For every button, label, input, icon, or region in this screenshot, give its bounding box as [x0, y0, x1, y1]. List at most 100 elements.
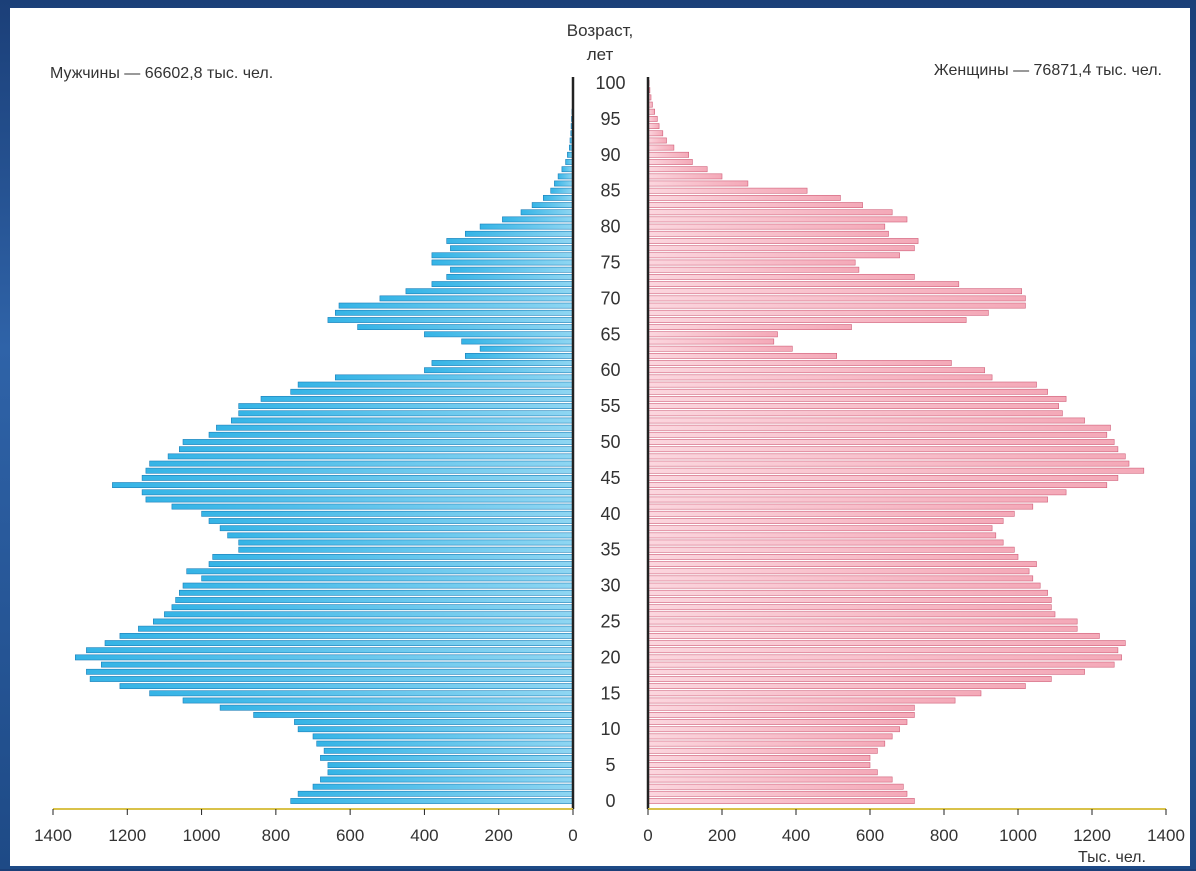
male-bar-age-26: [164, 612, 573, 617]
male-value-tick-label: 800: [262, 826, 290, 845]
female-bar-age-34: [648, 554, 1018, 559]
male-bar-age-66: [358, 325, 573, 330]
age-axis-label-line1: Возраст,: [567, 21, 633, 40]
male-bar-age-39: [209, 518, 573, 523]
male-bar-age-57: [291, 389, 573, 394]
female-value-tick-label: 1000: [999, 826, 1037, 845]
female-bar-age-73: [648, 274, 914, 279]
male-bar-age-71: [406, 289, 573, 294]
male-bar-age-4: [328, 770, 573, 775]
male-bar-age-33: [209, 562, 573, 567]
male-bar-age-1: [298, 791, 573, 796]
male-bar-age-73: [447, 274, 573, 279]
male-bar-age-58: [298, 382, 573, 387]
female-bar-age-1: [648, 791, 907, 796]
male-bar-age-59: [335, 375, 573, 380]
male-value-tick-label: 200: [485, 826, 513, 845]
female-bar-age-71: [648, 289, 1022, 294]
age-tick-label: 5: [605, 755, 615, 775]
female-bar-age-58: [648, 382, 1037, 387]
female-bar-age-91: [648, 145, 674, 150]
male-bar-age-44: [112, 483, 573, 488]
male-bar-age-84: [543, 195, 573, 200]
female-bar-age-66: [648, 325, 852, 330]
age-tick-label: 40: [600, 504, 620, 524]
female-bar-age-51: [648, 432, 1107, 437]
male-bar-age-43: [142, 490, 573, 495]
female-bar-age-95: [648, 116, 657, 121]
age-tick-labels: 0510152025303540455055606570758085909510…: [577, 73, 644, 811]
chart-title-female: Женщины — 76871,4 тыс. чел.: [934, 62, 1162, 79]
male-bar-age-32: [187, 569, 573, 574]
age-axis-label-line2: лет: [587, 45, 614, 64]
male-bar-age-24: [138, 626, 573, 631]
male-bar-age-72: [432, 282, 573, 287]
female-bar-age-80: [648, 224, 885, 229]
age-tick-label: 35: [600, 540, 620, 560]
female-bar-age-41: [648, 504, 1033, 509]
chart-panel: Мужчины — 66602,8 тыс. чел. Женщины — 76…: [10, 8, 1190, 866]
age-tick-label: 100: [595, 73, 625, 93]
male-bar-age-35: [239, 547, 573, 552]
female-bar-age-48: [648, 454, 1125, 459]
male-bar-age-38: [220, 526, 573, 531]
female-bar-age-49: [648, 447, 1118, 452]
female-bar-age-28: [648, 597, 1051, 602]
female-bar-age-65: [648, 332, 778, 337]
female-bar-age-21: [648, 648, 1118, 653]
female-bar-age-24: [648, 626, 1077, 631]
female-bar-age-3: [648, 777, 892, 782]
male-bar-age-86: [554, 181, 573, 186]
age-tick-label: 20: [600, 647, 620, 667]
male-bar-age-52: [216, 425, 573, 430]
male-bar-age-11: [294, 719, 573, 724]
female-bar-age-31: [648, 576, 1033, 581]
male-bar-age-3: [320, 777, 573, 782]
male-bar-age-23: [120, 633, 573, 638]
age-tick-label: 90: [600, 145, 620, 165]
male-value-tick-label: 400: [410, 826, 438, 845]
female-bar-age-45: [648, 475, 1118, 480]
age-tick-label: 45: [600, 468, 620, 488]
female-bar-age-47: [648, 461, 1129, 466]
male-bar-age-61: [432, 360, 573, 365]
male-bar-age-55: [239, 404, 573, 409]
female-bar-age-27: [648, 605, 1051, 610]
male-value-tick-label: 1000: [183, 826, 221, 845]
male-bar-age-42: [146, 497, 573, 502]
male-bar-age-85: [551, 188, 573, 193]
male-bar-age-46: [146, 468, 573, 473]
female-bar-age-79: [648, 231, 889, 236]
age-tick-label: 0: [605, 791, 615, 811]
male-bar-age-27: [172, 605, 573, 610]
male-bar-age-28: [176, 597, 573, 602]
male-bar-age-50: [183, 439, 573, 444]
female-bar-age-19: [648, 662, 1114, 667]
female-bar-age-2: [648, 784, 903, 789]
female-bar-age-85: [648, 188, 807, 193]
male-bar-age-16: [120, 684, 573, 689]
age-tick-label: 25: [600, 612, 620, 632]
female-value-tick-label: 400: [782, 826, 810, 845]
female-bar-age-25: [648, 619, 1077, 624]
female-bar-age-72: [648, 282, 959, 287]
female-bars-group: [648, 80, 1144, 803]
male-bar-age-40: [202, 511, 573, 516]
female-bar-age-15: [648, 691, 981, 696]
female-value-tick-label: 600: [856, 826, 884, 845]
male-bar-age-74: [450, 267, 573, 272]
female-value-tick-label: 800: [930, 826, 958, 845]
female-bar-age-17: [648, 676, 1051, 681]
female-bar-age-0: [648, 798, 914, 803]
male-bar-age-18: [86, 669, 573, 674]
male-value-tick-label: 1200: [108, 826, 146, 845]
female-bar-age-67: [648, 317, 966, 322]
female-bar-age-84: [648, 195, 840, 200]
female-bar-age-10: [648, 727, 900, 732]
female-bar-age-57: [648, 389, 1048, 394]
female-bar-age-44: [648, 483, 1107, 488]
female-bar-age-53: [648, 418, 1085, 423]
male-bar-age-76: [432, 253, 573, 258]
male-bar-age-67: [328, 317, 573, 322]
age-tick-label: 80: [600, 217, 620, 237]
